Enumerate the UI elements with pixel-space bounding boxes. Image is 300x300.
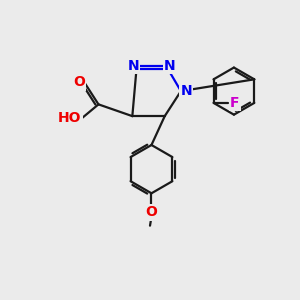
Text: N: N [180, 84, 192, 98]
Text: O: O [146, 206, 158, 219]
Text: HO: HO [58, 111, 81, 124]
Text: N: N [128, 59, 139, 73]
Text: N: N [164, 59, 176, 73]
Text: O: O [73, 75, 85, 89]
Text: F: F [230, 96, 239, 110]
